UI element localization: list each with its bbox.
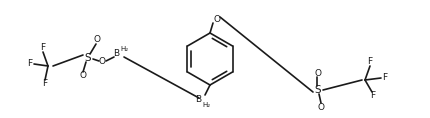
Text: O: O bbox=[214, 15, 221, 23]
Text: F: F bbox=[28, 59, 33, 69]
Text: O: O bbox=[93, 36, 101, 44]
Text: O: O bbox=[80, 72, 86, 80]
Text: F: F bbox=[40, 44, 46, 53]
Text: O: O bbox=[317, 103, 325, 112]
Text: S: S bbox=[315, 85, 321, 95]
Text: B: B bbox=[113, 49, 119, 59]
Text: F: F bbox=[368, 57, 372, 67]
Text: O: O bbox=[98, 57, 105, 65]
Text: F: F bbox=[43, 80, 48, 88]
Text: H₂: H₂ bbox=[202, 102, 210, 108]
Text: O: O bbox=[314, 69, 322, 78]
Text: B: B bbox=[195, 95, 201, 103]
Text: F: F bbox=[370, 91, 375, 101]
Text: F: F bbox=[382, 74, 387, 82]
Text: H₂: H₂ bbox=[120, 46, 128, 52]
Text: S: S bbox=[85, 53, 91, 63]
